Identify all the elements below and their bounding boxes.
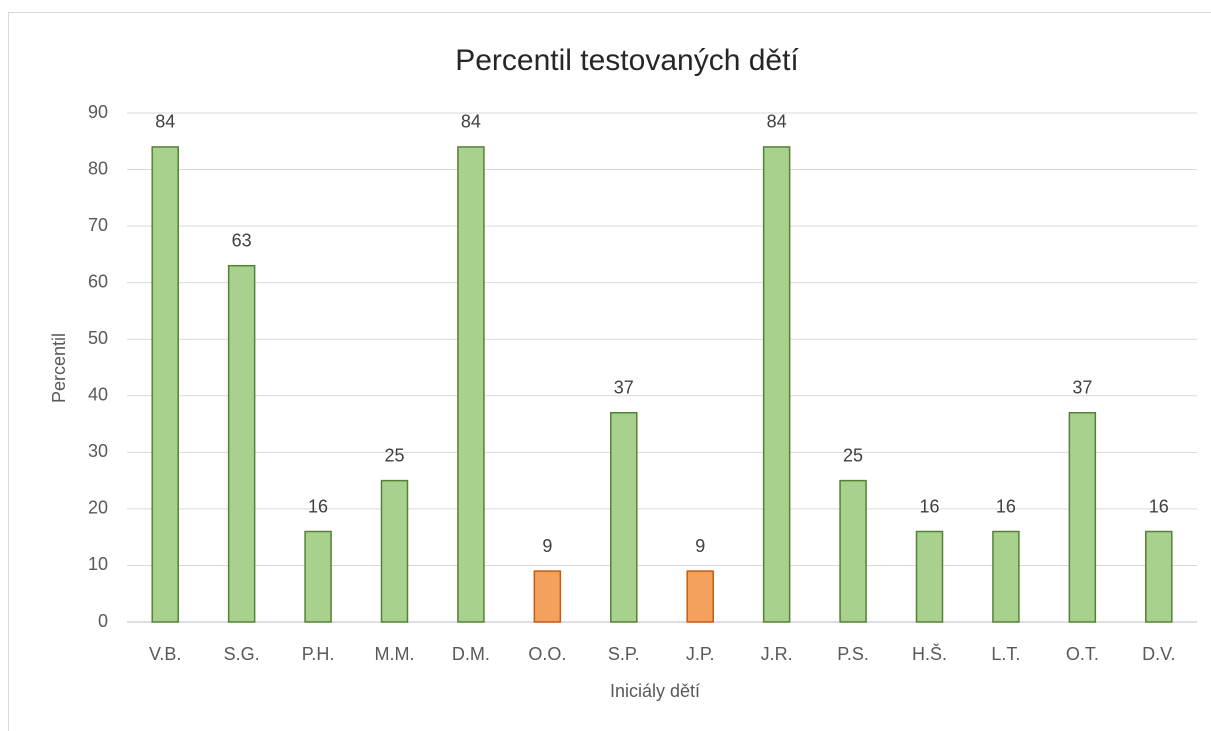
bar xyxy=(304,530,332,623)
x-tick-label: S.G. xyxy=(224,644,260,664)
chart-title: Percentil testovaných dětí xyxy=(455,44,799,77)
data-label: 37 xyxy=(1072,377,1092,397)
y-tick-label: 50 xyxy=(88,328,108,348)
y-tick-label: 90 xyxy=(88,102,108,122)
data-label: 37 xyxy=(614,377,634,397)
y-tick-label: 70 xyxy=(88,215,108,235)
y-tick-label: 30 xyxy=(88,441,108,461)
chart-frame xyxy=(8,12,1211,731)
y-tick-label: 20 xyxy=(88,498,108,518)
x-tick-label: S.P. xyxy=(608,644,640,664)
x-tick-label: O.O. xyxy=(528,644,566,664)
x-tick-label: J.P. xyxy=(686,644,715,664)
y-tick-label: 10 xyxy=(88,554,108,574)
data-label: 16 xyxy=(1149,496,1169,516)
data-label: 16 xyxy=(308,496,328,516)
bar xyxy=(380,479,409,623)
data-label: 84 xyxy=(461,112,481,132)
bar xyxy=(686,570,714,623)
y-tick-label: 40 xyxy=(88,385,108,405)
x-tick-label: D.V. xyxy=(1142,644,1175,664)
bar xyxy=(227,264,256,623)
y-tick-label: 0 xyxy=(98,611,108,631)
data-label: 9 xyxy=(695,536,705,556)
x-tick-label: P.H. xyxy=(302,644,335,664)
y-axis-title: Percentil xyxy=(49,333,69,403)
bar xyxy=(533,570,562,623)
bar xyxy=(992,530,1020,623)
data-label: 25 xyxy=(843,445,863,465)
bar xyxy=(762,146,791,623)
bar xyxy=(151,146,179,623)
data-label: 84 xyxy=(767,112,787,132)
data-label: 16 xyxy=(919,496,939,516)
y-tick-label: 60 xyxy=(88,271,108,291)
x-tick-label: H.Š. xyxy=(912,643,947,664)
x-tick-label: V.B. xyxy=(149,644,181,664)
bar xyxy=(1068,411,1097,623)
x-tick-label: D.M. xyxy=(452,644,490,664)
bar xyxy=(1145,530,1173,623)
bar xyxy=(915,530,944,623)
bar xyxy=(610,411,638,623)
data-label: 84 xyxy=(155,112,175,132)
x-tick-label: J.R. xyxy=(761,644,793,664)
data-label: 16 xyxy=(996,496,1016,516)
bar xyxy=(457,146,485,623)
bar xyxy=(839,479,867,623)
data-label: 63 xyxy=(232,230,252,250)
x-axis-title: Iniciály dětí xyxy=(610,681,700,701)
data-label: 25 xyxy=(384,445,404,465)
x-tick-label: P.S. xyxy=(837,644,869,664)
x-tick-label: O.T. xyxy=(1066,644,1099,664)
y-tick-label: 80 xyxy=(88,158,108,178)
x-tick-label: L.T. xyxy=(991,644,1020,664)
x-tick-label: M.M. xyxy=(375,644,415,664)
data-label: 9 xyxy=(542,536,552,556)
